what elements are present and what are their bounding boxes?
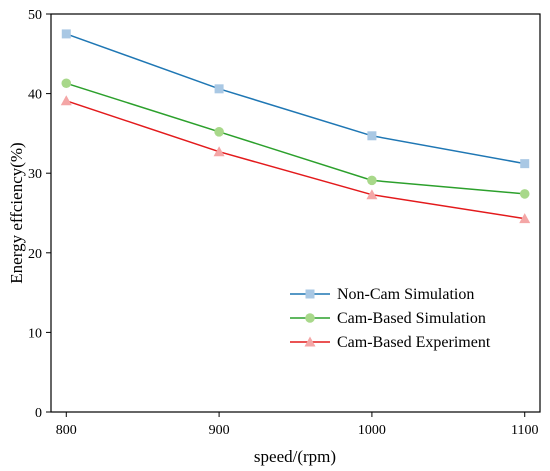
- y-tick-label: 30: [28, 167, 42, 182]
- data-point: [519, 189, 530, 199]
- y-tick-label: 50: [28, 8, 42, 23]
- series-line: [66, 100, 525, 220]
- data-point: [60, 95, 72, 106]
- series-1: [61, 29, 530, 169]
- legend-label: Non-Cam Simulation: [337, 286, 474, 303]
- legend-item: Non-Cam Simulation: [290, 286, 474, 303]
- data-point: [366, 189, 378, 200]
- plot-frame: [50, 13, 541, 413]
- data-point: [61, 29, 71, 39]
- legend-label: Cam-Based Simulation: [337, 310, 486, 327]
- y-axis-ticks: 0 10 20 30 40 50: [28, 8, 51, 421]
- legend: Non-Cam Simulation Cam-Based Simulation Ca…: [290, 286, 491, 351]
- y-tick-label: 0: [35, 406, 42, 421]
- data-point: [520, 159, 530, 169]
- series-2: [61, 78, 530, 199]
- legend-marker: [304, 336, 316, 347]
- data-point: [214, 127, 224, 137]
- x-tick-label: 1100: [511, 423, 538, 438]
- data-point: [61, 78, 72, 89]
- x-tick-label: 1000: [358, 423, 386, 438]
- data-point: [367, 131, 377, 141]
- x-axis-title: speed/(rpm): [254, 447, 336, 466]
- data-point: [367, 175, 377, 186]
- y-axis-title: Energy effciency(%): [7, 142, 26, 283]
- legend-label: Cam-Based Experiment: [337, 334, 491, 351]
- data-point: [519, 213, 531, 224]
- x-tick-label: 800: [56, 423, 77, 438]
- x-tick-label: 900: [209, 423, 230, 438]
- data-point: [213, 146, 225, 157]
- series-3: [60, 95, 531, 224]
- series-line: [66, 33, 525, 165]
- y-tick-label: 20: [28, 247, 42, 262]
- legend-marker: [305, 313, 315, 323]
- legend-marker: [305, 289, 315, 299]
- series-line: [66, 82, 525, 195]
- y-tick-label: 40: [28, 88, 42, 103]
- legend-item: Cam-Based Experiment: [290, 334, 491, 351]
- legend-item: Cam-Based Simulation: [290, 310, 486, 327]
- x-axis-ticks: 800 900 1000 1100: [56, 412, 538, 438]
- series-layer: [60, 29, 531, 224]
- data-point: [214, 84, 224, 94]
- y-tick-label: 10: [28, 326, 42, 341]
